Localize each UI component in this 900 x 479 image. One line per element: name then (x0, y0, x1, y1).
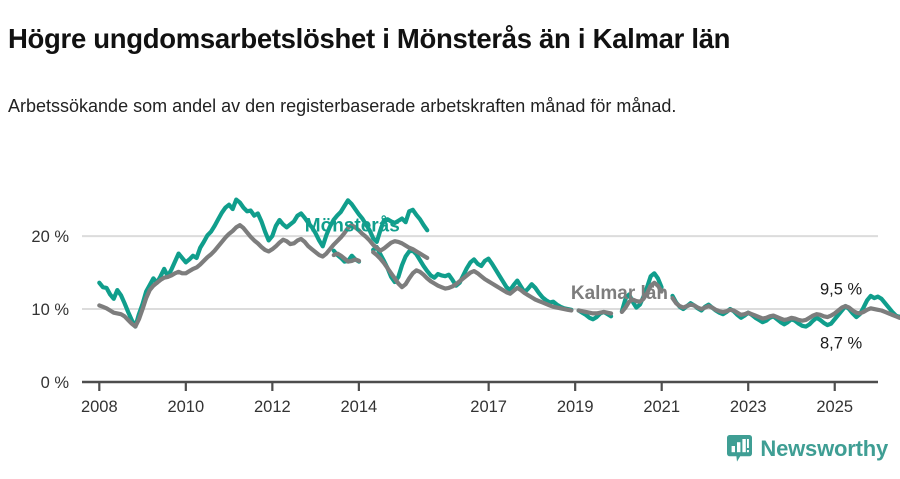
page-subtitle: Arbetssökande som andel av den registerb… (8, 96, 677, 116)
brand-name: Newsworthy (760, 435, 888, 461)
newsworthy-logo: Newsworthy (727, 435, 888, 462)
bar-chart-bubble-icon (727, 435, 753, 462)
series-line-segment (670, 295, 900, 323)
series-kalmar-l-n (97, 223, 900, 329)
series-label-m-nster-s: Mönsterås (305, 216, 400, 237)
series-line-segment (371, 244, 574, 312)
x-axis-tick-label: 2025 (816, 398, 853, 416)
x-axis-tick-label: 2008 (81, 398, 118, 416)
x-axis-tick-label: 2021 (643, 398, 680, 416)
end-value-label: 8,7 % (820, 335, 863, 353)
x-axis-tick-label: 2023 (730, 398, 767, 416)
y-axis-tick-label: 20 % (31, 228, 69, 246)
series-line-segment (331, 251, 362, 264)
y-axis-tick-label: 10 % (31, 301, 69, 319)
x-axis-tick-label: 2017 (470, 398, 507, 416)
y-axis-tick-label: 0 % (41, 374, 70, 392)
x-axis-tick-label: 2012 (254, 398, 291, 416)
series-line-segment (97, 197, 430, 329)
series-m-nster-s (97, 197, 900, 329)
series-line-segment (97, 223, 430, 329)
x-axis-tick-label: 2014 (341, 398, 378, 416)
series-line-segment (619, 280, 664, 315)
page-title: Högre ungdomsarbetslöshet i Mönsterås än… (8, 23, 731, 55)
series-line-segment (576, 308, 614, 316)
series-line-segment (371, 250, 574, 313)
x-axis-tick-label: 2019 (557, 398, 594, 416)
x-axis-tick-label: 2010 (167, 398, 204, 416)
series-label-kalmar-l-n: Kalmar län (571, 283, 668, 304)
end-value-label: 9,5 % (820, 281, 863, 299)
